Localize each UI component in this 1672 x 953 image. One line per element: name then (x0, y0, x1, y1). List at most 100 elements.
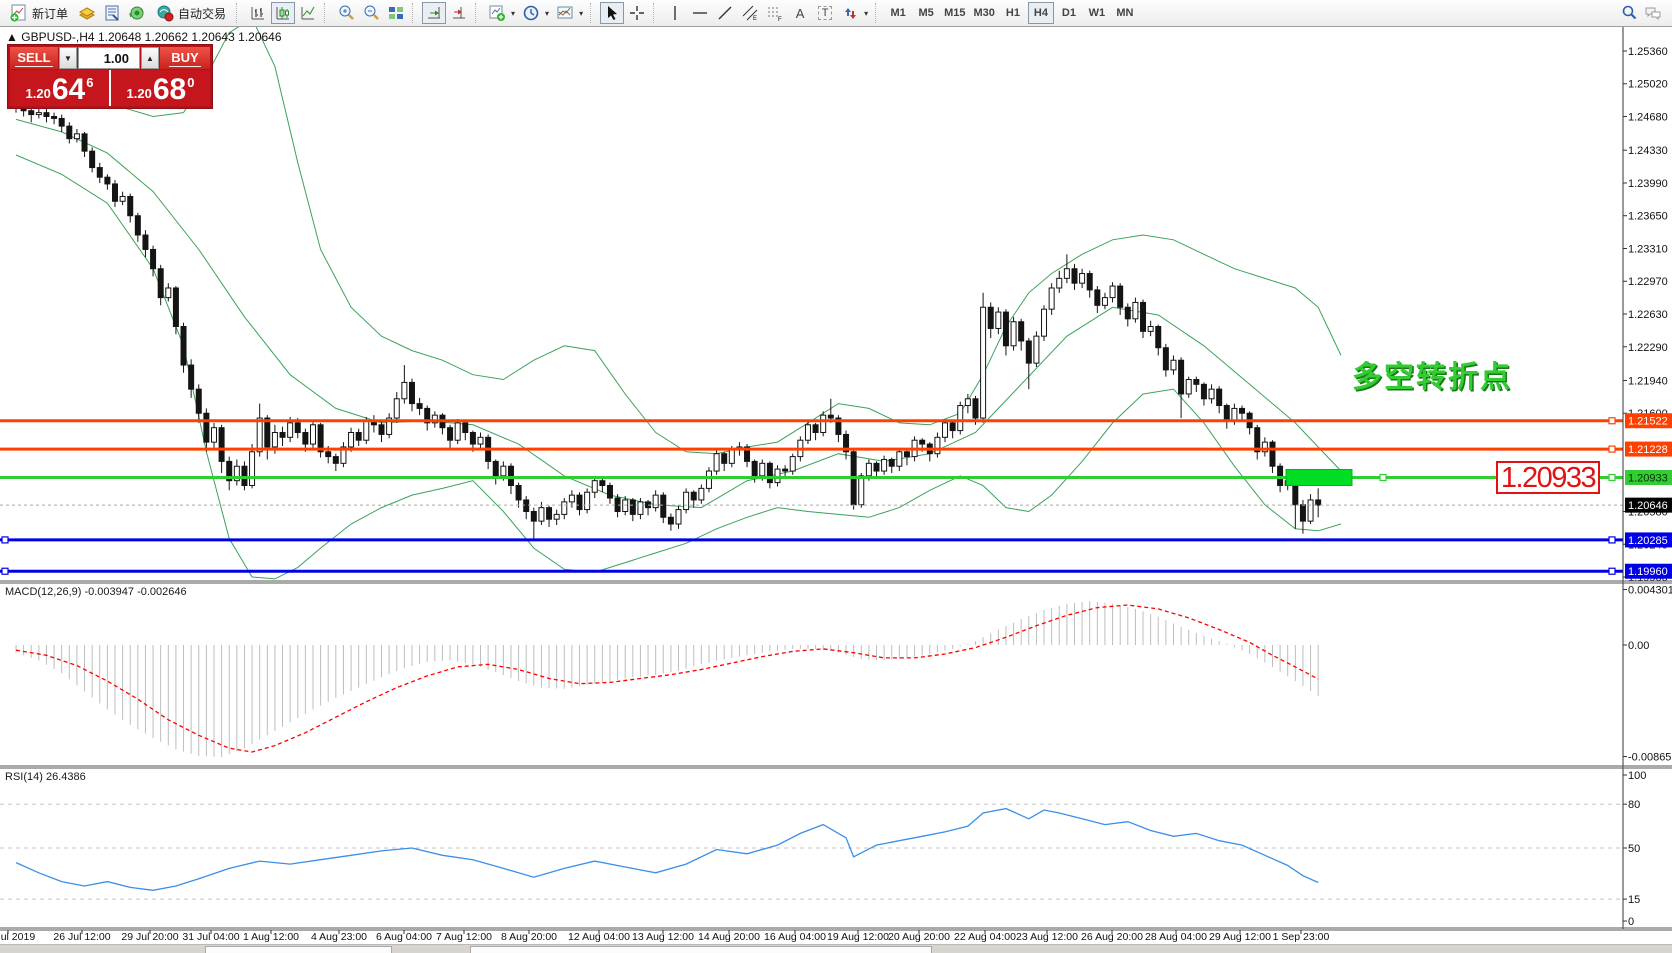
text-tool-button[interactable]: A (788, 2, 812, 24)
text-label-button[interactable]: T (813, 2, 837, 24)
candle (271, 432, 278, 448)
highlight-rectangle[interactable] (1285, 468, 1353, 486)
rsi-axis-label: 50 (1628, 843, 1640, 855)
timeframe-button-m30[interactable]: M30 (971, 2, 998, 24)
candle (835, 417, 842, 435)
time-axis[interactable]: 25 Jul 2019 26 Jul 12:00 29 Jul 20:00 31 Ju… (0, 930, 1329, 943)
horizontal-line-button[interactable] (688, 2, 712, 24)
candle (1002, 311, 1009, 347)
crosshair-button[interactable] (625, 2, 649, 24)
candle (1261, 441, 1268, 453)
new-order-button[interactable]: 新订单 (4, 2, 74, 24)
candle (1162, 347, 1169, 371)
candle (934, 436, 941, 455)
market-watch-button[interactable] (75, 2, 99, 24)
volume-decrease-button[interactable]: ▼ (59, 47, 77, 69)
line-handle[interactable] (1608, 445, 1616, 453)
candle (713, 453, 720, 472)
sell-button-label: SELL (15, 49, 53, 67)
tile-windows-button[interactable] (384, 2, 408, 24)
line-handle[interactable] (1608, 473, 1616, 482)
autotrading-button[interactable]: 自动交易 (150, 2, 232, 24)
sell-price-display[interactable]: 1.20 64 6 (10, 70, 111, 106)
candle (424, 407, 431, 424)
time-tick-label: 14 Aug 20:00 (698, 931, 760, 943)
timeframe-button-w1[interactable]: W1 (1084, 2, 1110, 24)
equidistant-channel-button[interactable]: E (738, 2, 762, 24)
auto-scroll-button[interactable] (422, 2, 447, 24)
text-tool-icon: A (795, 5, 805, 21)
candlestick-chart-icon (276, 7, 290, 20)
candle (355, 432, 362, 441)
line-handle[interactable] (1608, 536, 1616, 544)
line-chart-button[interactable] (296, 2, 320, 24)
candle (561, 501, 568, 515)
macd-indicator-label: MACD(12,26,9) -0.003947 -0.002646 (5, 586, 187, 598)
bar-chart-button[interactable] (246, 2, 270, 24)
candle (865, 462, 872, 477)
line-handle[interactable] (1, 567, 9, 575)
equidistant-channel-icon: E (742, 5, 758, 22)
trendline-button[interactable] (713, 2, 737, 24)
candle (401, 381, 408, 400)
autotrading-label: 自动交易 (178, 6, 227, 21)
candle (728, 449, 735, 464)
buy-price-display[interactable]: 1.20 68 0 (111, 70, 210, 106)
timeframe-button-m5[interactable]: M5 (913, 2, 939, 24)
chart-shift-button[interactable] (447, 2, 471, 24)
vertical-line-button[interactable] (663, 2, 687, 24)
candlestick-chart-button[interactable] (271, 2, 296, 24)
timeframe-button-m15[interactable]: M15 (941, 2, 968, 24)
axis-price-label: 1.21228 (1625, 441, 1672, 457)
volume-input[interactable]: 1.00 (78, 47, 140, 69)
axis-price-label: 1.20933 (1625, 469, 1672, 485)
candle (987, 306, 994, 329)
periods-button[interactable]: ▾ (519, 2, 552, 24)
arrows-tool-button[interactable]: ▾ (838, 2, 871, 24)
data-window-button[interactable] (100, 2, 124, 24)
buy-button[interactable]: BUY (160, 47, 210, 69)
price-tick-label: 1.23990 (1628, 178, 1668, 190)
new-chart-button[interactable]: ▾ (485, 2, 518, 24)
ohlc-low: 1.20643 (191, 30, 235, 44)
timeframe-button-mn[interactable]: MN (1112, 2, 1138, 24)
fibonacci-button[interactable]: F (763, 2, 787, 24)
timeframe-button-m1[interactable]: M1 (885, 2, 911, 24)
candle (180, 326, 187, 366)
sell-button[interactable]: SELL (10, 47, 58, 69)
line-handle[interactable] (1379, 473, 1387, 482)
templates-icon (557, 6, 573, 19)
candle (1117, 285, 1124, 308)
candle (66, 125, 73, 140)
timeframe-button-d1[interactable]: D1 (1056, 2, 1082, 24)
timeframe-button-h1[interactable]: H1 (1000, 2, 1026, 24)
time-tick-label: 20 Aug 20:00 (888, 931, 950, 943)
chat-icon[interactable] (1644, 4, 1662, 22)
rsi-axis-label: 100 (1628, 770, 1646, 782)
templates-button[interactable]: ▾ (553, 2, 586, 24)
axis-price-label: 1.19960 (1625, 563, 1672, 579)
price-callout-label[interactable]: 1.20933 (1496, 461, 1600, 494)
candle (675, 509, 682, 525)
sell-price-prefix: 1.20 (25, 86, 51, 101)
cursor-button[interactable] (600, 2, 625, 24)
arrows-tool-icon (845, 8, 857, 19)
candle (287, 422, 294, 438)
candle (431, 414, 438, 424)
line-handle[interactable] (1608, 417, 1616, 425)
volume-increase-button[interactable]: ▲ (141, 47, 159, 69)
time-tick-label: 22 Aug 04:00 (954, 931, 1016, 943)
navigator-button[interactable] (125, 2, 149, 24)
crosshair-icon (630, 6, 645, 20)
periods-clock-icon (523, 5, 539, 21)
candle (386, 417, 393, 435)
candle (873, 462, 880, 472)
candle (134, 215, 141, 236)
search-icon[interactable] (1620, 4, 1638, 22)
line-handle[interactable] (1, 536, 9, 544)
line-handle[interactable] (1608, 567, 1616, 575)
zoom-out-button[interactable] (359, 2, 383, 24)
zoom-in-button[interactable] (334, 2, 358, 24)
timeframe-button-h4[interactable]: H4 (1027, 2, 1054, 24)
